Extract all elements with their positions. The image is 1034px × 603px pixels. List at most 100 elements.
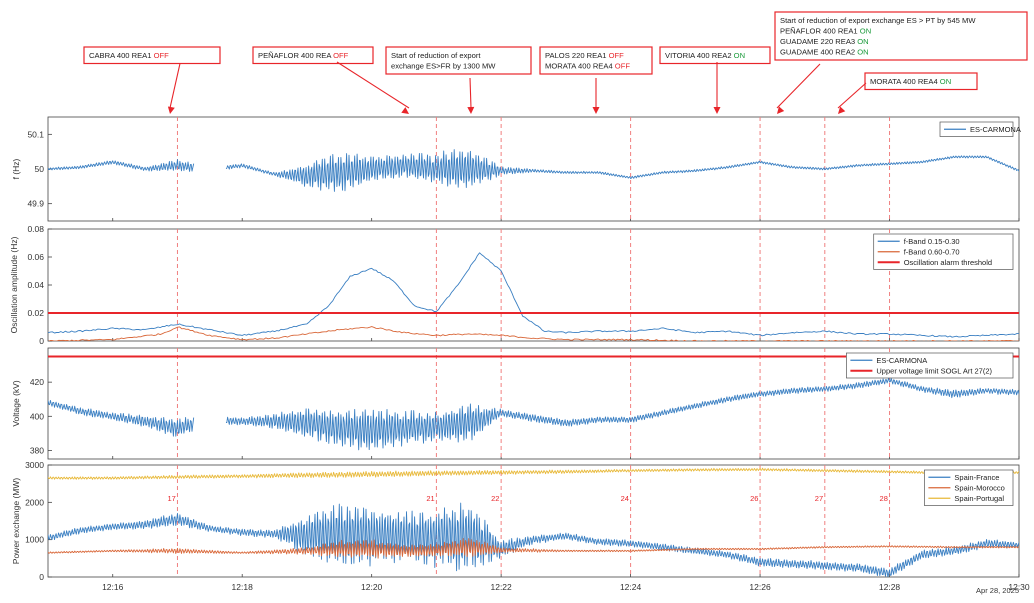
- y-tick-label: 2000: [25, 497, 44, 507]
- annotation: PALOS 220 REA1 OFF MORATA 400 REA4 OFF: [539, 46, 653, 114]
- event-number: 26: [750, 494, 758, 503]
- y-tick-label: 0.04: [27, 280, 44, 290]
- annotation-box: [774, 11, 1028, 61]
- plot-frame: [47, 464, 1020, 578]
- legend-box: [846, 352, 1014, 379]
- annotation-arrowhead: [401, 107, 409, 114]
- annotation-box: [252, 46, 374, 65]
- series-line-spain-morocco: [48, 538, 1019, 559]
- legend-entry: f-Band 0.15-0.30: [904, 237, 960, 246]
- annotation-arrow: [776, 63, 821, 109]
- annotation-text: Start of reduction of export exchange ES…: [780, 16, 976, 25]
- annotation-segment: ON: [734, 51, 745, 60]
- event-number: 24: [621, 494, 629, 503]
- y-tick-label: 50: [35, 164, 45, 174]
- annotation-arrowhead: [467, 106, 475, 114]
- x-tick-label: 12:22: [490, 582, 512, 592]
- annotation-text: exchange ES>FR by 1300 MW: [391, 62, 496, 71]
- panel-power: 0 1000 2000 3000 Power exchange (MW) Spain-Fr…: [11, 460, 1030, 592]
- annotation-box: [385, 46, 532, 75]
- annotation-segment: exchange ES>FR by 1300 MW: [391, 62, 496, 71]
- annotation-text: MORATA 400 REA4 ON: [870, 77, 951, 86]
- annotation-segment: OFF: [154, 51, 170, 60]
- annotation-text: GUADAME 220 REA3 ON: [780, 37, 869, 46]
- annotation: Start of reduction of export exchange ES>…: [385, 46, 532, 114]
- annotation-text: VITORIA 400 REA2 ON: [665, 51, 745, 60]
- annotation-text: PALOS 220 REA1 OFF: [545, 51, 624, 60]
- x-tick-label: 12:16: [102, 582, 124, 592]
- legend: ES-CARMONA: [939, 121, 1021, 137]
- x-tick-label: 12:26: [749, 582, 771, 592]
- annotation: Start of reduction of export exchange ES…: [774, 11, 1028, 114]
- legend-entry: ES-CARMONA: [876, 356, 927, 365]
- annotation-segment: PEÑAFLOR 400 REA: [258, 51, 333, 60]
- date-label: Apr 28, 2025: [976, 586, 1019, 595]
- annotation-arrow: [469, 77, 472, 109]
- annotation-segment: OFF: [333, 51, 349, 60]
- y-tick-label: 49.9: [27, 199, 44, 209]
- legend-entry: f-Band 0.60-0.70: [904, 248, 960, 257]
- legend-entry: Spain-Morocco: [954, 484, 1004, 493]
- annotation: MORATA 400 REA4 ON: [837, 72, 978, 114]
- series-group: [48, 149, 1019, 192]
- series-group: [48, 467, 1019, 577]
- legend-box: [939, 121, 1014, 137]
- annotation: VITORIA 400 REA2 ON: [659, 46, 771, 114]
- plot-frame: [47, 116, 1020, 222]
- event-number: 22: [491, 494, 499, 503]
- annotation-arrowhead: [838, 106, 846, 114]
- y-tick-label: 1000: [25, 535, 44, 545]
- plot-frame: [47, 228, 1020, 342]
- y-tick-label: 0: [39, 572, 44, 582]
- series-line-es-carmona: [48, 149, 1019, 192]
- y-tick-label: 3000: [25, 460, 44, 470]
- legend: f-Band 0.15-0.30 f-Band 0.60-0.70Oscillat…: [873, 233, 1014, 270]
- y-tick-label: 380: [30, 445, 44, 455]
- annotation-segment: GUADAME 220 REA3: [780, 37, 857, 46]
- x-tick-label: 12:20: [361, 582, 383, 592]
- legend-entry: Spain-Portugal: [954, 494, 1004, 503]
- annotation-segment: PEÑAFLOR 400 REA1: [780, 27, 860, 36]
- annotation-text: MORATA 400 REA4 OFF: [545, 62, 630, 71]
- legend-entry: Oscillation alarm threshold: [904, 258, 992, 267]
- annotation-segment: ON: [857, 37, 868, 46]
- y-tick-label: 420: [30, 377, 44, 387]
- y-axis-label: Oscillation amplitude (Hz): [9, 236, 19, 333]
- annotation-box: [539, 46, 653, 75]
- y-tick-label: 0: [39, 336, 44, 346]
- annotation-box: [659, 46, 771, 65]
- annotation: CABRA 400 REA1 OFF: [83, 46, 221, 114]
- panel-frequency: 49.9 50 50.1 f (Hz) ES-CARMONA: [11, 116, 1021, 222]
- panel-voltage: 380 400 420 Voltage (kV) ES-CARMONA Upper vol…: [11, 347, 1020, 460]
- annotation-text: GUADAME 400 REA2 ON: [780, 48, 869, 57]
- annotation-arrowhead: [592, 107, 600, 114]
- event-number: 28: [880, 494, 888, 503]
- annotation-arrowhead: [777, 106, 785, 114]
- annotation-segment: ON: [940, 77, 951, 86]
- annotation-segment: ON: [857, 48, 868, 57]
- annotation-arrowhead: [713, 107, 721, 114]
- y-axis-label: Power exchange (MW): [11, 478, 21, 565]
- x-tick-label: 12:24: [620, 582, 642, 592]
- annotation-arrow: [336, 61, 410, 109]
- y-tick-label: 0.06: [27, 252, 44, 262]
- y-tick-label: 400: [30, 411, 44, 421]
- event-number: 27: [815, 494, 823, 503]
- series-line-f-band-0-15-0-30: [48, 252, 1019, 338]
- legend-entry: Spain-France: [954, 473, 999, 482]
- y-tick-label: 50.1: [27, 129, 44, 139]
- annotation-segment: OFF: [609, 51, 625, 60]
- annotation-arrowhead: [167, 106, 175, 114]
- annotation-box: [864, 72, 978, 91]
- annotation-segment: MORATA 400 REA4: [545, 62, 615, 71]
- series-group: [48, 252, 1019, 341]
- annotation-text: Start of reduction of export: [391, 51, 481, 60]
- legend: ES-CARMONA Upper voltage limit SOGL Art 2…: [846, 352, 1014, 379]
- x-tick-label: 12:18: [232, 582, 254, 592]
- x-tick-label: 12:30: [1008, 582, 1030, 592]
- event-number: 21: [426, 494, 434, 503]
- annotation-text: PEÑAFLOR 400 REA1 ON: [780, 27, 871, 36]
- event-number: 17: [167, 494, 175, 503]
